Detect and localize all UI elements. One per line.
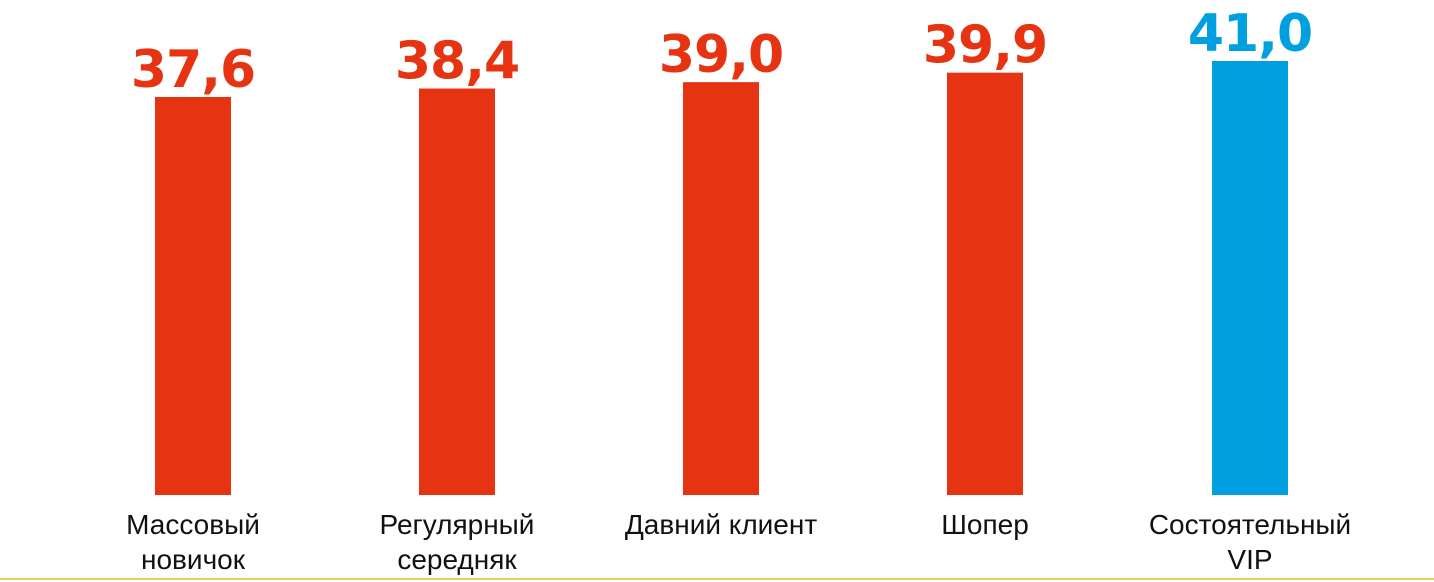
category-label-line: VIP <box>1227 544 1272 575</box>
bar-1 <box>155 96 231 496</box>
category-label-line: Массовый <box>126 509 260 540</box>
bottom-rule <box>0 578 1434 580</box>
bar-3 <box>683 82 759 496</box>
category-label-5: Состоятельный VIP <box>1149 509 1351 575</box>
category-label-2: Регулярный середняк <box>380 509 535 575</box>
category-label-1: Массовый новичок <box>126 509 260 575</box>
value-labels-layer: 37,6 38,4 39,0 39,9 41,0 <box>131 4 1313 100</box>
value-label-2: 38,4 <box>395 32 519 92</box>
value-label-1: 37,6 <box>131 40 255 100</box>
category-label-line: Давний клиент <box>625 509 818 540</box>
bar-4 <box>947 72 1023 495</box>
category-label-line: Шопер <box>941 509 1029 540</box>
value-label-5: 41,0 <box>1188 4 1312 64</box>
category-label-line: новичок <box>141 544 246 575</box>
value-label-4: 39,9 <box>923 16 1047 76</box>
category-label-line: Регулярный <box>380 509 535 540</box>
bar-5 <box>1212 61 1288 495</box>
bar-2 <box>419 88 495 496</box>
category-label-line: середняк <box>397 544 517 575</box>
category-label-3: Давний клиент <box>625 509 818 540</box>
value-label-3: 39,0 <box>659 25 783 85</box>
category-label-line: Состоятельный <box>1149 509 1351 540</box>
bars-layer <box>155 61 1288 496</box>
category-labels-layer: Массовый новичок Регулярный середняк Давний … <box>126 509 1351 575</box>
category-label-4: Шопер <box>941 509 1029 540</box>
